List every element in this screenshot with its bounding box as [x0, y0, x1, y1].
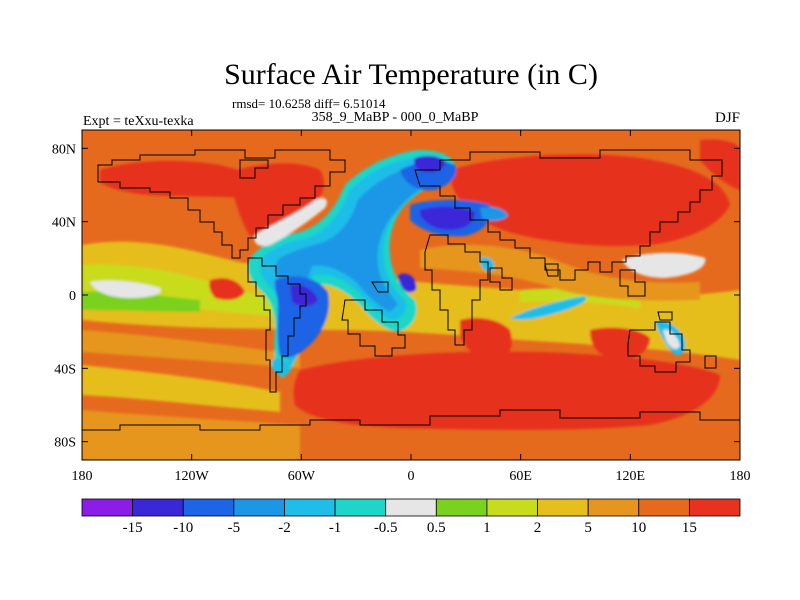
lat-tick-label: 40S: [54, 362, 76, 377]
colorbar-swatch: [182, 498, 235, 517]
difference-label: 358_9_MaBP - 000_0_MaBP: [312, 110, 479, 125]
colorbar-swatch: [334, 498, 387, 517]
colorbar-swatch: [688, 498, 741, 517]
lon-tick-label: 60E: [509, 469, 532, 484]
colorbar-swatch: [435, 498, 488, 517]
lon-tick-label: 120W: [175, 469, 210, 484]
colorbar-label: 0.5: [427, 520, 446, 536]
lat-tick-label: 80S: [54, 436, 76, 451]
colorbar-swatch: [284, 498, 336, 517]
lat-tick-label: 0: [69, 289, 76, 304]
latitude-axis: 80N 40N 0 40S 80S: [52, 142, 740, 451]
colorbar-label: 1: [483, 520, 491, 536]
colorbar-swatch: [81, 498, 134, 517]
season-label: DJF: [715, 110, 740, 126]
lon-tick-label: 180: [730, 469, 751, 484]
colorbar-swatch: [233, 498, 285, 517]
colorbar-label: -5: [228, 520, 241, 536]
colorbar-label: 10: [631, 520, 646, 536]
colorbar: -15 -10 -5 -2 -1 -0.5 0.5 1 2 5 10 15: [81, 498, 741, 536]
lat-tick-label: 80N: [52, 142, 76, 157]
experiment-label: Expt = teXxu-texka: [83, 114, 194, 129]
lon-tick-label: 0: [408, 469, 415, 484]
colorbar-swatch: [385, 498, 437, 517]
colorbar-label: 2: [534, 520, 542, 536]
stats-label: rmsd= 10.6258 diff= 6.51014: [232, 96, 386, 111]
colorbar-label: 5: [584, 520, 592, 536]
lon-tick-label: 120E: [616, 469, 646, 484]
figure-title: Surface Air Temperature (in C): [224, 58, 598, 91]
longitude-axis: 180 120W 60W 0 60E 120E 180: [72, 130, 751, 484]
lon-tick-label: 60W: [288, 469, 316, 484]
temperature-field: [82, 130, 740, 460]
lat-tick-label: 40N: [52, 216, 76, 231]
colorbar-label: -10: [173, 520, 193, 536]
colorbar-label: -2: [278, 520, 291, 536]
colorbar-label: -0.5: [374, 520, 398, 536]
colorbar-swatch: [132, 498, 184, 517]
colorbar-swatch: [638, 498, 690, 517]
colorbar-swatch: [587, 498, 640, 517]
colorbar-label: -15: [123, 520, 143, 536]
colorbar-swatch: [486, 498, 538, 517]
lon-tick-label: 180: [72, 469, 93, 484]
coastlines: [82, 149, 740, 431]
colorbar-label: 15: [682, 520, 697, 536]
colorbar-label: -1: [329, 520, 342, 536]
colorbar-swatch: [537, 498, 589, 517]
